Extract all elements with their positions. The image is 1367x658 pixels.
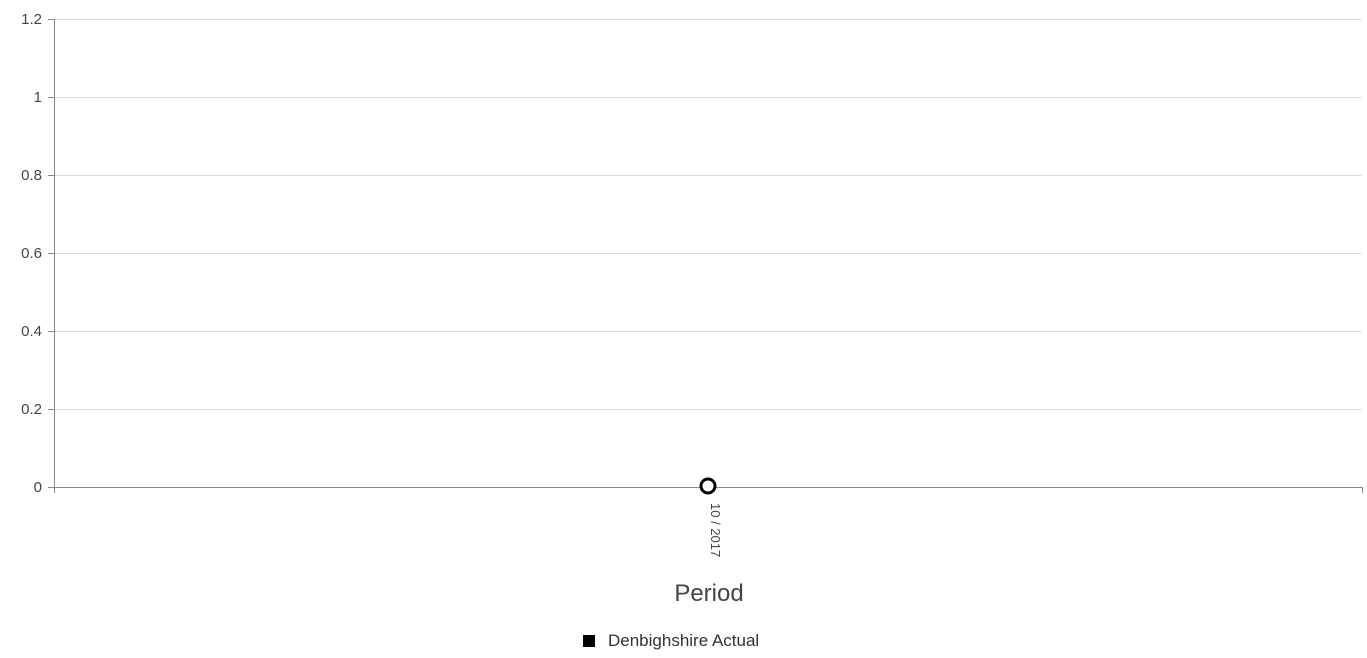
legend-swatch	[583, 635, 595, 647]
y-axis-tick-labels: 0 0.2 0.4 0.6 0.8 1 1.2	[21, 11, 42, 496]
legend-label: Denbighshire Actual	[608, 631, 759, 650]
data-point[interactable]	[699, 477, 717, 495]
y-tick-label: 0.4	[21, 323, 42, 340]
legend-item[interactable]: Denbighshire Actual	[583, 631, 759, 650]
y-tick-label: 0.2	[21, 401, 42, 418]
y-tick-label: 0	[34, 479, 42, 496]
gridlines	[54, 19, 1362, 410]
series-layer	[699, 477, 717, 495]
axes	[48, 19, 1363, 493]
x-axis-tick-labels: 10 / 2017	[708, 503, 723, 557]
y-tick-label: 1	[34, 89, 42, 106]
y-tick-label: 1.2	[21, 11, 42, 28]
y-tick-label: 0.6	[21, 245, 42, 262]
x-axis-title: Period	[674, 580, 743, 607]
legend[interactable]: Denbighshire Actual	[583, 631, 759, 650]
x-tick-label: 10 / 2017	[708, 503, 723, 557]
y-tick-label: 0.8	[21, 167, 42, 184]
